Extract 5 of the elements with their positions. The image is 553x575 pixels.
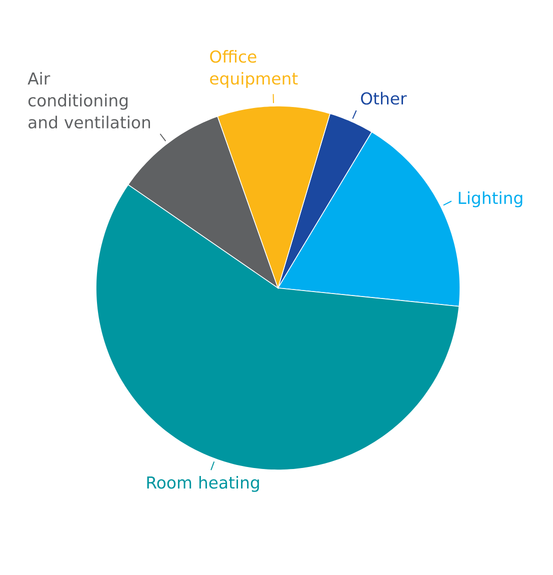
slice-label: Room heating xyxy=(147,476,259,492)
slice-label: Office equipment xyxy=(210,50,298,88)
slice-label: Air conditioning and ventilation xyxy=(28,72,150,129)
slice-label: Lighting xyxy=(458,191,522,208)
slice-label: Other xyxy=(361,92,407,105)
